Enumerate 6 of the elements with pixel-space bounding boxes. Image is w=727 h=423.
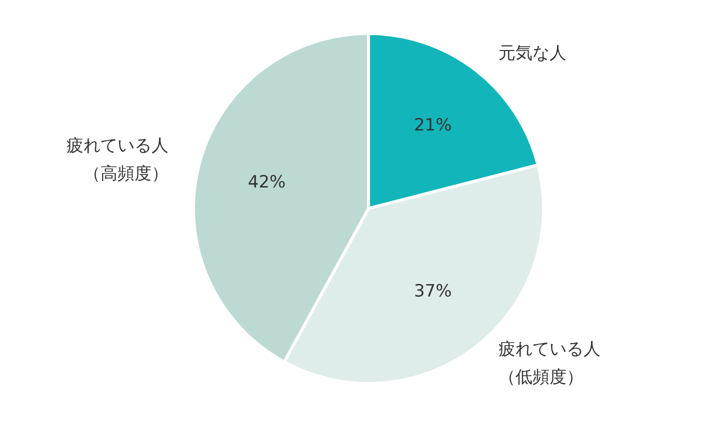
slice-label: 疲れている人（低頻度） [498,339,601,388]
data-label: 42% [248,172,286,192]
slice-label: 元気な人 [498,44,567,64]
slice-label: 疲れている人（高頻度） [66,136,169,184]
data-label: 21% [414,116,452,136]
data-label: 37% [414,281,452,302]
